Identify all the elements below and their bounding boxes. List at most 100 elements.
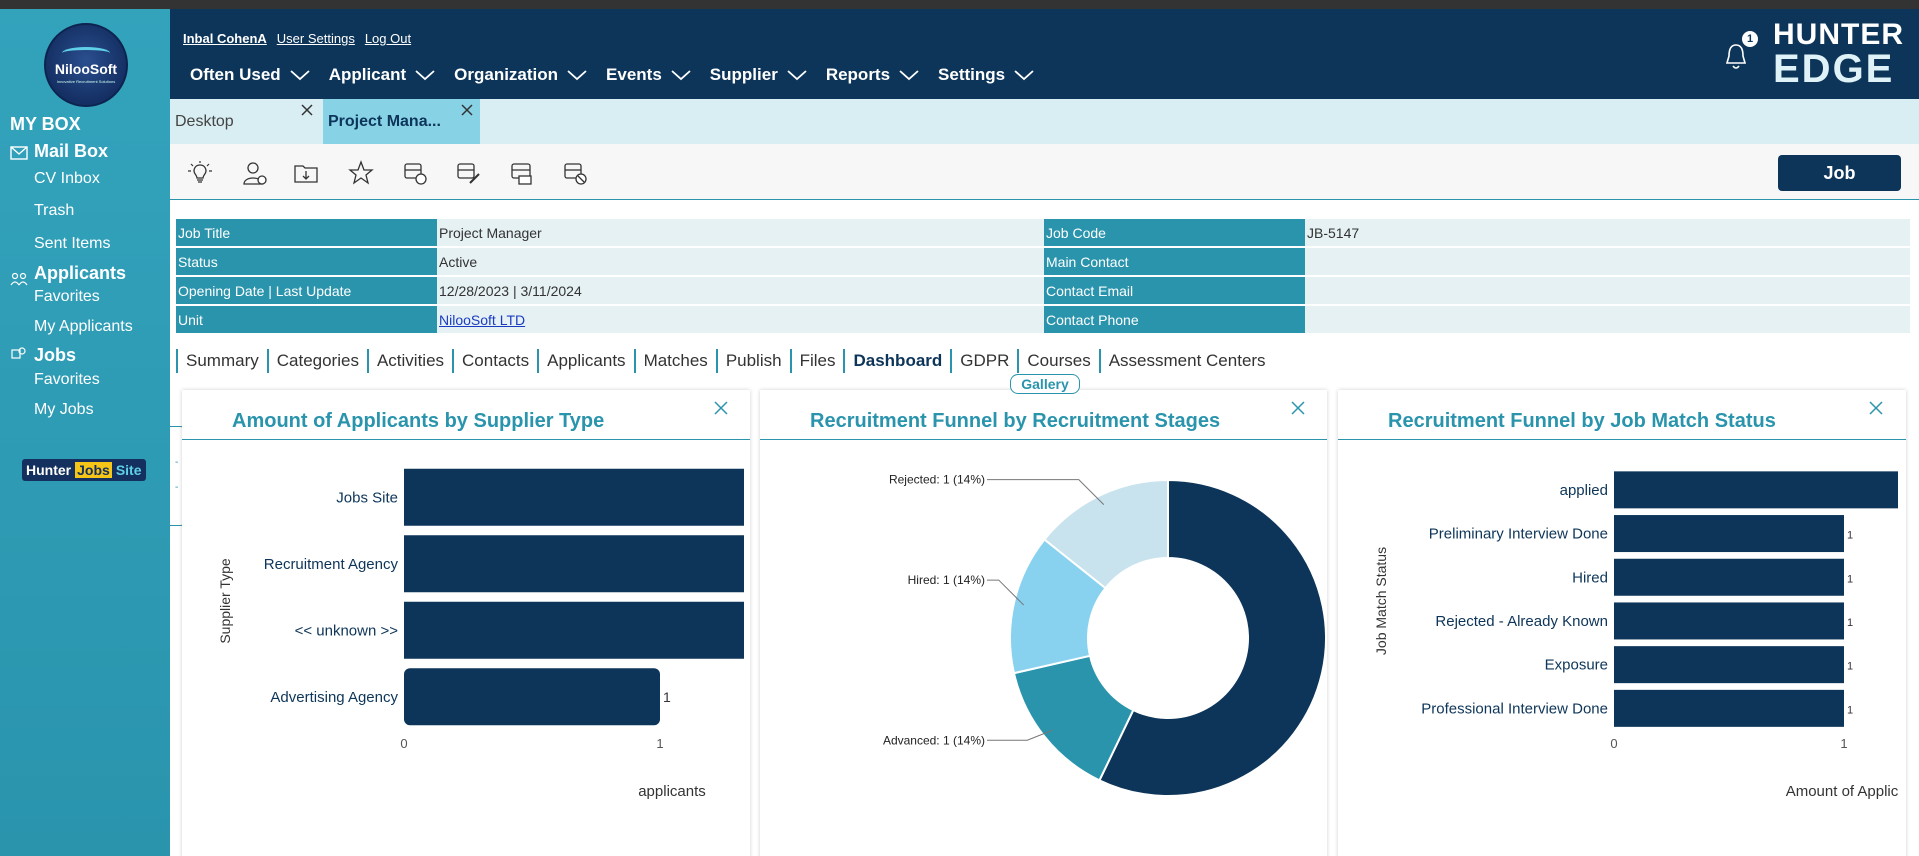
close-icon[interactable] xyxy=(1290,400,1306,416)
sidebar-item-my-applicants[interactable]: My Applicants xyxy=(34,318,133,335)
subtab-publish[interactable]: Publish xyxy=(715,349,790,373)
category-label: Rejected - Already Known xyxy=(1435,613,1608,630)
nav-item-label: Organization xyxy=(454,65,559,84)
bar xyxy=(404,535,744,593)
close-icon[interactable] xyxy=(1868,400,1884,416)
nav-item-applicant[interactable]: Applicant xyxy=(329,65,436,85)
subtab-gdpr[interactable]: GDPR xyxy=(950,349,1017,373)
bar xyxy=(1614,471,1898,509)
pie-leader-line xyxy=(987,479,1105,506)
subtab-applicants[interactable]: Applicants xyxy=(537,349,633,373)
pie-data-label: Hired: 1 (14%) xyxy=(908,573,985,587)
info-label-status: Status xyxy=(176,248,437,276)
job-info-grid: Job Title Project Manager Job Code JB-51… xyxy=(176,219,1910,334)
nav-item-settings[interactable]: Settings xyxy=(938,65,1035,85)
pie-leader-line xyxy=(987,579,1025,606)
close-icon[interactable] xyxy=(300,103,314,117)
category-label: Professional Interview Done xyxy=(1421,700,1608,717)
folder-download-icon[interactable] xyxy=(293,160,319,186)
subtab-courses[interactable]: Courses xyxy=(1017,349,1098,373)
widget-title: Recruitment Funnel by Job Match Status xyxy=(1338,410,1906,440)
top-header: Inbal CohenA User Settings Log Out Often… xyxy=(170,9,1919,99)
job-match-status-chart: applied Preliminary Interview Done 1 Hired 1… xyxy=(1373,471,1899,800)
close-icon[interactable] xyxy=(460,103,474,117)
gallery-button[interactable]: Gallery xyxy=(1010,374,1080,394)
category-label: << unknown >> xyxy=(295,622,399,639)
subtab-dashboard[interactable]: Dashboard xyxy=(843,349,950,373)
bus-group-icon[interactable] xyxy=(509,160,535,186)
category-label: applied xyxy=(1560,482,1608,499)
pie-slice xyxy=(1043,478,1169,590)
sidebar-item-jobs[interactable]: Jobs xyxy=(34,345,77,365)
main-nav: Often Used Applicant Organization Events Sup… xyxy=(190,65,1053,85)
sidebar-item-trash[interactable]: Trash xyxy=(34,202,75,219)
subtab-categories[interactable]: Categories xyxy=(266,349,367,373)
info-label-unit: Unit xyxy=(176,306,437,334)
sidebar-item-jobs-favorites[interactable]: Favorites xyxy=(34,371,100,388)
pie-data-label: Advanced: 1 (14%) xyxy=(883,733,985,747)
bus-edit-icon[interactable] xyxy=(455,160,481,186)
job-subtabs: Summary Categories Activities Contacts Appli… xyxy=(176,349,1274,373)
jobs-site-badge-part3: Site xyxy=(115,462,142,478)
user-settings-icon[interactable] xyxy=(242,160,268,186)
lightbulb-icon[interactable] xyxy=(187,160,213,186)
bus-clock-icon[interactable] xyxy=(402,160,428,186)
logo-wave-icon xyxy=(62,46,110,59)
info-label-job-title: Job Title xyxy=(176,219,437,247)
job-button[interactable]: Job xyxy=(1778,155,1901,191)
info-row: Status Active Main Contact xyxy=(176,248,1910,276)
bar xyxy=(404,601,744,659)
sidebar-item-sent-items[interactable]: Sent Items xyxy=(34,235,111,252)
info-row: Opening Date | Last Update 12/28/2023 | … xyxy=(176,277,1910,305)
sidebar-item-my-jobs[interactable]: My Jobs xyxy=(34,401,94,418)
close-icon[interactable] xyxy=(713,400,729,416)
sidebar-item-mail-box[interactable]: Mail Box xyxy=(34,141,109,161)
subtab-summary[interactable]: Summary xyxy=(176,349,267,373)
subtab-contacts[interactable]: Contacts xyxy=(452,349,537,373)
nav-item-often-used[interactable]: Often Used xyxy=(190,65,311,85)
user-name[interactable]: Inbal CohenA xyxy=(183,31,267,46)
chevron-down-icon xyxy=(671,70,691,81)
user-settings-link[interactable]: User Settings xyxy=(276,31,355,46)
subtab-activities[interactable]: Activities xyxy=(366,349,452,373)
logo-name: NilooSoft xyxy=(54,60,118,77)
bus-cancel-icon[interactable] xyxy=(562,160,588,186)
bell-icon[interactable] xyxy=(1723,42,1749,72)
sidebar-item-applicants-favorites[interactable]: Favorites xyxy=(34,288,100,305)
nav-item-supplier[interactable]: Supplier xyxy=(710,65,808,85)
unit-link[interactable]: NilooSoft LTD xyxy=(439,311,526,328)
mail-icon xyxy=(10,146,28,160)
tab-desktop[interactable]: Desktop xyxy=(170,99,320,144)
tab-project-manager[interactable]: Project Mana... xyxy=(323,99,480,144)
category-label: Hired xyxy=(1572,569,1608,586)
user-line: Inbal CohenA User Settings Log Out xyxy=(183,31,411,46)
nilosoft-logo[interactable]: NilooSoft Innovative Recruitment Solutio… xyxy=(44,23,128,107)
bar xyxy=(1614,558,1844,596)
brand-bottom: EDGE xyxy=(1773,46,1895,91)
info-label-job-code: Job Code xyxy=(1044,219,1305,247)
x-tick-label: 1 xyxy=(656,736,663,751)
info-label-contact-email: Contact Email xyxy=(1044,277,1305,305)
data-label: 1 xyxy=(1847,661,1853,673)
y-axis-label: Job Match Status xyxy=(1373,547,1389,655)
logout-link[interactable]: Log Out xyxy=(364,31,412,46)
chevron-down-icon xyxy=(899,70,919,81)
nav-item-organization[interactable]: Organization xyxy=(454,65,588,85)
category-label: Recruitment Agency xyxy=(264,556,399,573)
nav-item-reports[interactable]: Reports xyxy=(826,65,920,85)
x-axis-label: applicants xyxy=(638,783,706,800)
nav-item-events[interactable]: Events xyxy=(606,65,692,85)
subtab-assessment-centers[interactable]: Assessment Centers xyxy=(1098,349,1274,373)
data-label: 1 xyxy=(663,689,671,705)
hunter-jobs-site-link[interactable]: Hunter Jobs Site xyxy=(22,459,146,481)
subtab-files[interactable]: Files xyxy=(789,349,844,373)
info-value-opening-date: 12/28/2023 | 3/11/2024 xyxy=(437,277,1044,305)
sidebar-item-applicants[interactable]: Applicants xyxy=(34,263,127,283)
star-icon[interactable] xyxy=(348,160,374,186)
bar xyxy=(404,468,744,526)
my-box-heading: MY BOX xyxy=(10,114,81,134)
window-top-strip xyxy=(0,0,1919,9)
subtab-matches[interactable]: Matches xyxy=(633,349,716,373)
sidebar-item-cv-inbox[interactable]: CV Inbox xyxy=(34,170,100,187)
hunter-edge-logo: HUNTER EDGE xyxy=(1773,20,1904,91)
